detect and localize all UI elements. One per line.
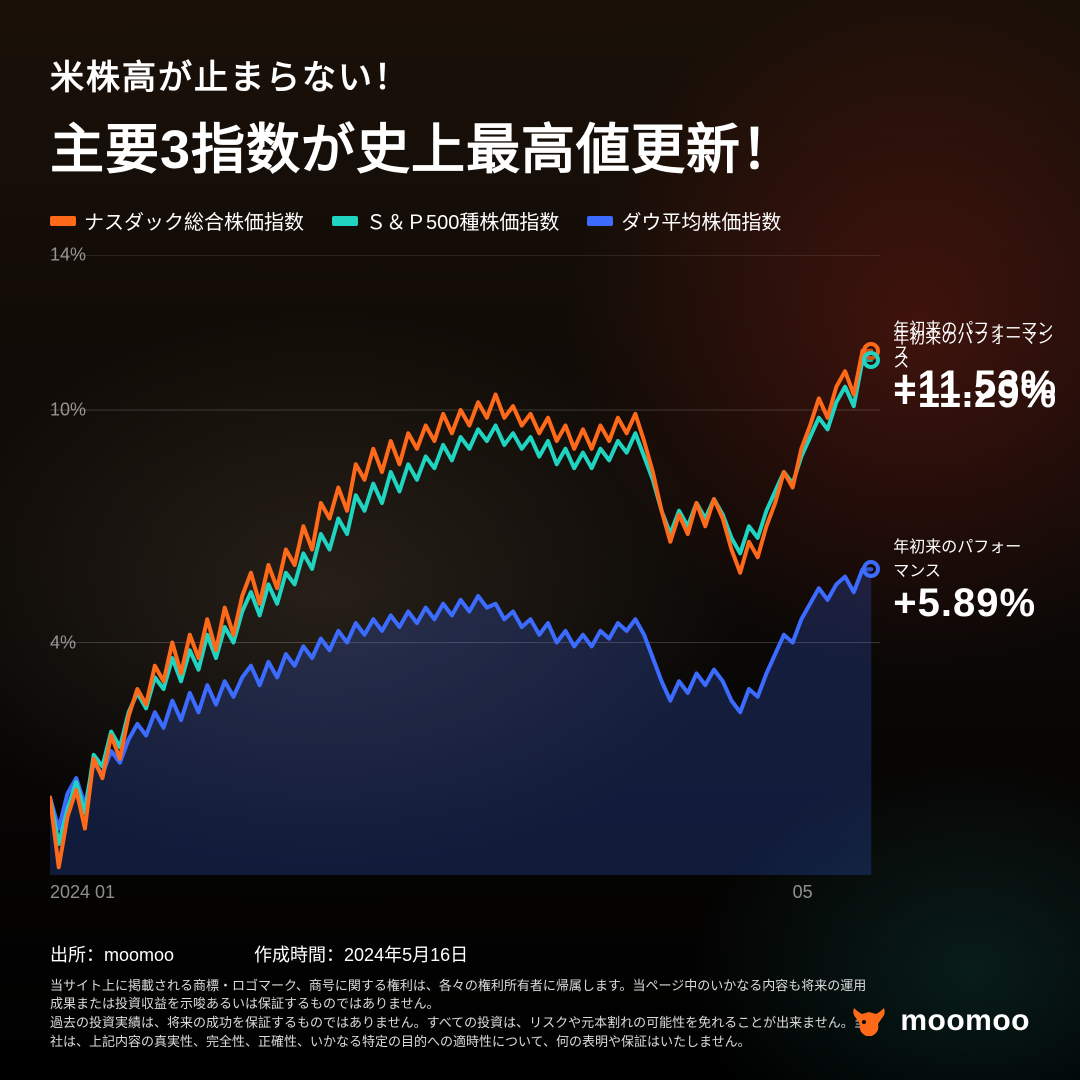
source-label: 出所：moomoo [50,941,174,967]
bull-icon [848,1000,890,1042]
main-title: 主要3指数が史上最高値更新！ [50,105,1030,184]
series-end-marker [862,351,880,369]
performance-callout: 年初来のパフォーマンス+11.29% [893,324,1057,417]
x-axis-label: 2024 01 [50,882,115,903]
y-axis-label: 14% [50,245,86,266]
y-axis-label: 4% [50,632,76,653]
created-label: 作成時間：2024年5月16日 [254,941,468,967]
footer: 出所：moomoo 作成時間：2024年5月16日 当サイト上に掲載される商標・… [50,941,1030,1052]
chart-container: 4%10%14%2024 0105年初来のパフォーマンス+11.53%年初来のパ… [50,255,880,875]
y-axis-label: 10% [50,400,86,421]
subtitle: 米株高が止まらない！ [50,50,1030,99]
legend-item: Ｓ＆Ｐ500種株価指数 [332,206,559,235]
legend-item: ダウ平均株価指数 [587,206,781,235]
x-axis-label: 05 [793,882,813,903]
line-chart [50,255,880,875]
logo-text: moomoo [900,1004,1030,1038]
brand-logo: moomoo [848,1000,1030,1042]
series-end-marker [862,560,880,578]
legend-item: ナスダック総合株価指数 [50,206,304,235]
performance-callout: 年初来のパフォーマンス+5.89% [893,533,1036,626]
disclaimer-text: 当サイト上に掲載される商標・ロゴマーク、商号に関する権利は、各々の権利所有者に帰… [50,977,870,1052]
legend: ナスダック総合株価指数 Ｓ＆Ｐ500種株価指数ダウ平均株価指数 [50,206,1030,235]
content-area: 米株高が止まらない！ 主要3指数が史上最高値更新！ ナスダック総合株価指数 Ｓ＆Ｐ… [0,0,1080,875]
